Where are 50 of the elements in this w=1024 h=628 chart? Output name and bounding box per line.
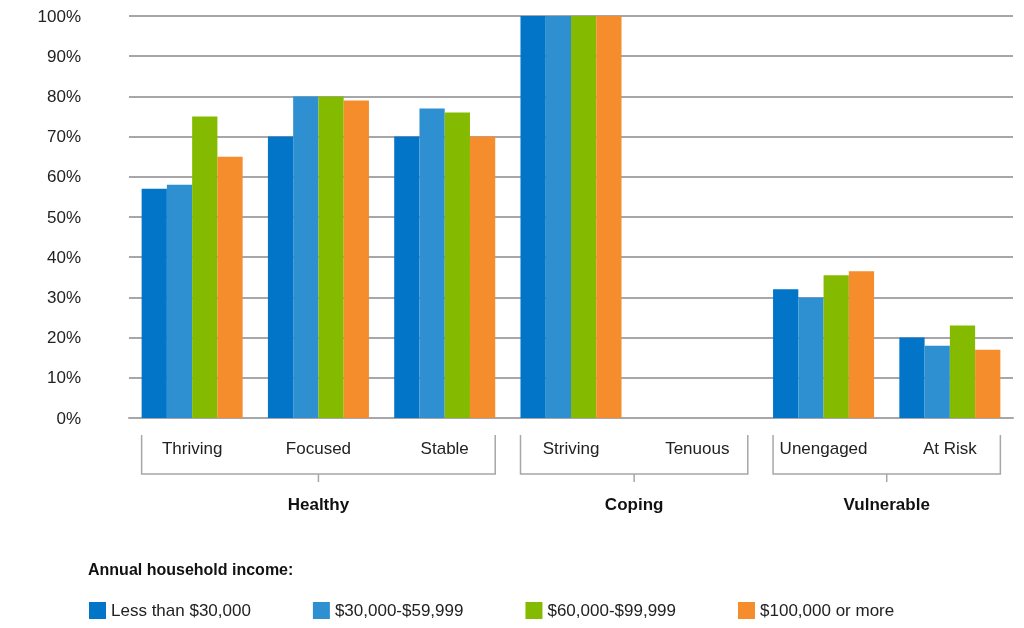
bar (924, 345, 950, 418)
bar (520, 16, 546, 418)
bar (469, 136, 496, 418)
bar (217, 156, 243, 418)
legend-label: $100,000 or more (760, 601, 895, 620)
y-tick-label: 10% (46, 368, 81, 388)
x-tick-label: Striving (542, 439, 600, 458)
y-tick-label: 90% (46, 46, 81, 66)
bar (899, 337, 925, 418)
y-tick-label: 40% (46, 247, 81, 267)
bar (571, 16, 597, 418)
bar (141, 188, 167, 418)
bar (545, 16, 571, 418)
y-tick-label: 80% (46, 86, 81, 106)
y-tick-label: 0% (56, 408, 81, 428)
y-tick-label: 30% (46, 287, 81, 307)
text: Coping (604, 495, 664, 514)
legend-label: Less than $30,000 (111, 601, 251, 620)
bar (975, 349, 1001, 418)
y-tick-label: 60% (46, 167, 81, 187)
y-tick-label: 100% (37, 6, 81, 26)
bar (949, 325, 976, 418)
bar (166, 184, 193, 418)
x-tick-label: Tenuous (665, 439, 730, 458)
bar (798, 297, 824, 418)
bar (394, 136, 420, 418)
x-tick-label: Thriving (161, 439, 223, 458)
legend-label: $60,000-$99,999 (547, 601, 677, 620)
bar (444, 112, 470, 418)
y-tick-label: 50% (46, 207, 81, 227)
x-tick-label: Stable (420, 439, 469, 458)
bar (318, 96, 344, 418)
bar (823, 275, 849, 418)
bar (848, 271, 875, 418)
bar (343, 100, 369, 418)
legend-title: Annual household income: (88, 561, 294, 579)
x-tick-label: Focused (285, 439, 352, 458)
x-tick-label: Unengaged (779, 439, 868, 458)
bar (192, 116, 218, 418)
x-tick-label: At Risk (922, 439, 978, 458)
bar (773, 289, 799, 418)
y-tick-label: 20% (46, 328, 81, 348)
bar (267, 136, 294, 418)
legend-label: $30,000-$59,999 (334, 601, 464, 620)
y-tick-label: 70% (46, 127, 81, 147)
bar (293, 96, 319, 418)
text: Healthy (287, 495, 350, 514)
bar (419, 108, 445, 418)
bar (596, 16, 622, 418)
text: Vulnerable (843, 495, 930, 514)
